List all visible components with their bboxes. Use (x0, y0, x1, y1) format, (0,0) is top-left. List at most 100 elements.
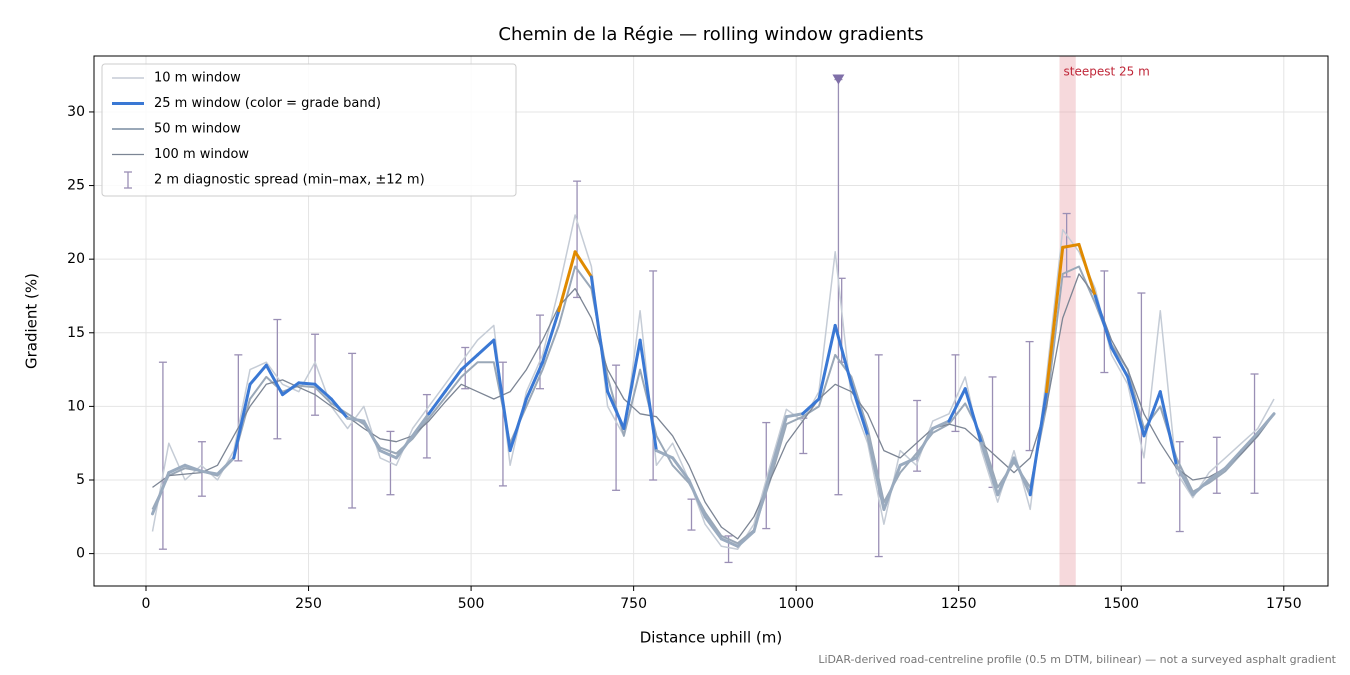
line-segment (459, 353, 480, 372)
line-segment (589, 275, 610, 394)
line-segment (1142, 390, 1162, 438)
line-segment (1207, 466, 1227, 482)
line-segment (297, 381, 317, 386)
y-tick-label: 30 (67, 104, 85, 120)
line-segment (606, 390, 626, 430)
line-segment (378, 449, 398, 460)
line-segment (1077, 242, 1097, 298)
line-segment (281, 381, 301, 397)
line-segment (817, 323, 837, 401)
series-line (152, 273, 1275, 540)
line-segment (719, 537, 740, 548)
y-tick-label: 0 (76, 546, 85, 562)
line-segment (508, 397, 528, 453)
line-segment (833, 323, 853, 386)
line-segment (1256, 412, 1276, 435)
line-segment (1028, 390, 1048, 497)
line-segment (638, 338, 658, 453)
line-segment (492, 338, 512, 453)
line-segment (768, 415, 788, 475)
x-tick-label: 750 (620, 596, 647, 612)
line-segment (1126, 375, 1146, 438)
x-axis-label: Distance uphill (m) (640, 629, 782, 647)
line-segment (427, 390, 447, 416)
line-segment (394, 434, 415, 460)
line-segment (654, 449, 675, 460)
line-segment (784, 412, 805, 419)
line-segment (752, 471, 772, 534)
line-segment (1109, 346, 1130, 379)
line-segment (183, 463, 203, 473)
line-segment (963, 387, 983, 445)
line-segment (1191, 478, 1211, 497)
y-tick-label: 10 (67, 398, 85, 414)
line-segment (947, 387, 967, 423)
series-line (151, 265, 1275, 545)
legend-label: 25 m window (color = grade band) (154, 96, 381, 111)
line-segment (1240, 431, 1260, 453)
line-segment (622, 338, 642, 430)
line-segment (199, 469, 220, 476)
line-segment (411, 412, 431, 438)
line-segment (1061, 242, 1081, 249)
plot-layer (151, 74, 1276, 564)
y-tick-label: 20 (67, 251, 85, 267)
highlight-span (1059, 56, 1076, 586)
x-tick-label: 1750 (1266, 596, 1302, 612)
line-segment (687, 478, 707, 519)
line-segment (1044, 245, 1065, 394)
x-tick-label: 0 (142, 596, 151, 612)
line-segment (996, 456, 1016, 497)
line-segment (914, 426, 935, 460)
line-segment (443, 368, 463, 394)
line-segment (557, 250, 577, 313)
line-segment (1175, 463, 1195, 497)
y-tick-label: 5 (76, 472, 85, 488)
y-axis-label: Gradient (%) (23, 273, 41, 369)
x-tick-label: 1000 (778, 596, 814, 612)
line-segment (979, 441, 1000, 497)
plot-frame (93, 55, 1329, 587)
line-segment (931, 419, 951, 430)
line-segment (151, 471, 171, 516)
line-segment (801, 397, 821, 416)
line-segment (882, 463, 902, 511)
line-segment (216, 456, 236, 476)
line-segment (167, 463, 187, 475)
legend-label: 2 m diagnostic spread (min–max, ±12 m) (154, 173, 425, 188)
series-line (151, 214, 1275, 550)
x-tick-label: 1250 (941, 596, 977, 612)
line-segment (573, 250, 593, 279)
line-segment (524, 360, 545, 401)
x-tick-label: 250 (295, 596, 322, 612)
x-tick-label: 500 (458, 596, 485, 612)
line-segment (1012, 456, 1032, 497)
x-tick-label: 1500 (1103, 596, 1139, 612)
highlight-label: steepest 25 m (1063, 65, 1149, 79)
line-segment (362, 419, 382, 453)
line-segment (736, 530, 756, 548)
line-segment (346, 416, 366, 423)
clip-marker (832, 74, 845, 85)
line-segment (703, 515, 723, 541)
line-segment (1093, 294, 1113, 349)
line-segment (849, 382, 870, 438)
chart-title: Chemin de la Régie — rolling window grad… (498, 24, 923, 45)
line-segment (866, 434, 886, 511)
line-segment (671, 456, 691, 482)
footnote: LiDAR-derived road-centreline profile (0… (818, 653, 1336, 666)
y-tick-label: 15 (67, 325, 85, 341)
legend-label: 50 m window (154, 122, 241, 137)
y-tick-label: 25 (67, 178, 85, 194)
legend-label: 100 m window (154, 147, 249, 162)
line-segment (329, 397, 350, 420)
line-segment (541, 309, 561, 364)
line-segment (264, 363, 285, 397)
line-segment (898, 456, 918, 467)
legend-box (101, 63, 517, 197)
line-segment (313, 382, 333, 401)
line-segment (476, 338, 496, 357)
legend-label: 10 m window (154, 71, 241, 86)
line-segment (248, 363, 268, 386)
